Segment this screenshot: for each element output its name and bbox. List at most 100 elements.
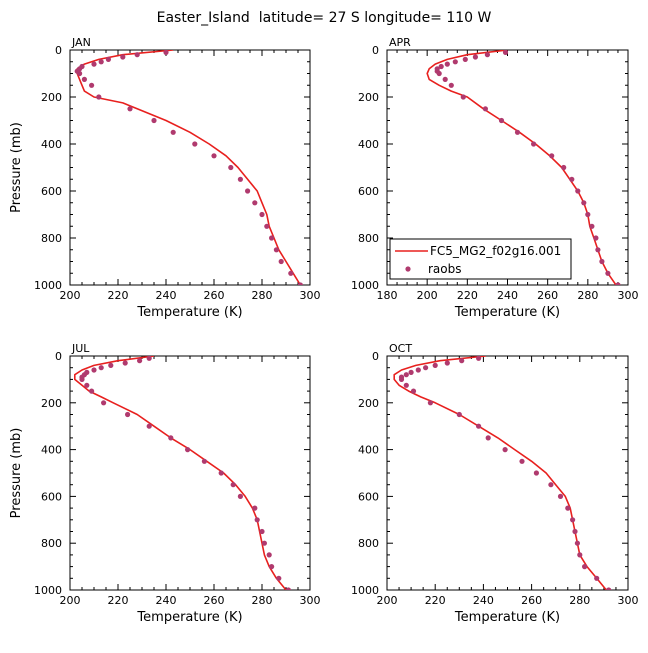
x-tick-label: 300 [618,289,639,302]
raobs-point [146,423,152,429]
raobs-point [79,376,85,382]
raobs-point [269,564,275,570]
y-tick-label: 0 [372,44,379,57]
y-tick-label: 1000 [351,584,379,597]
panel-oct: 200 220 240 260 280 300 0 200 400 600 800 1000 OCT Te… [351,342,639,625]
panel-label: JAN [71,36,91,49]
raobs-point [151,117,157,124]
raobs-point [134,52,140,58]
x-axis-label: Temperature (K) [454,610,560,625]
y-axis-label: Pressure (mb) [9,428,24,519]
panel-label: JUL [71,342,90,355]
raobs-point [448,82,454,88]
raobs-point [531,141,537,147]
raobs-point [444,61,450,67]
y-tick-label: 0 [55,44,62,57]
raobs-point [502,50,509,55]
y-tick-label: 400 [41,444,62,457]
raobs-point [436,70,442,77]
raobs-point [606,587,612,590]
x-axis-label: Temperature (K) [136,305,242,320]
raobs-point [403,372,409,378]
raobs-point [459,358,465,364]
raobs-point [476,356,482,361]
raobs-point [410,388,417,394]
raobs-point [278,258,284,265]
raobs-point [574,540,581,546]
raobs-point [89,82,95,88]
raobs-point [585,211,591,218]
raobs-point [485,435,491,441]
raobs-point [452,59,458,65]
raobs-point [423,365,429,371]
x-tick-label: 260 [204,594,225,607]
raobs-point [228,164,234,171]
raobs-point [192,141,198,147]
raobs-point [398,376,405,382]
raobs-point [460,94,466,100]
panel-label: OCT [389,342,412,355]
model-profile-line [74,356,287,590]
raobs-point [127,106,133,112]
raobs-point [237,176,243,182]
raobs-point [484,52,490,58]
legend-box [389,238,572,280]
raobs-point [577,552,583,558]
raobs-point [273,247,279,253]
panel-jan: 200 220 240 260 280 300 0 200 400 600 800 1000 JAN Te… [9,36,321,320]
raobs-point [570,517,576,523]
y-tick-label: 600 [358,185,379,198]
y-axis-label: Pressure (mb) [9,122,24,213]
raobs-point [472,54,478,60]
raobs-point [482,106,488,112]
x-tick-label: 260 [537,289,558,302]
raobs-point [595,247,601,253]
raobs-point [81,76,87,82]
raobs-point [163,50,169,55]
raobs-point [589,223,595,229]
x-tick-label: 260 [521,594,542,607]
raobs-point [432,362,438,368]
y-tick-label: 0 [372,350,379,363]
y-tick-label: 800 [358,232,379,245]
raobs-point [137,358,143,364]
raobs-point [519,458,525,464]
raobs-point [276,575,282,581]
figure-title: Easter_Island latitude= 27 S longitude= … [157,10,492,26]
raobs-point [245,188,251,194]
legend-model-label: FC5_MG2_f02g16.001 [430,244,561,258]
raobs-point [498,117,505,124]
raobs-point [572,528,578,535]
y-tick-label: 400 [41,138,62,151]
raobs-point [101,400,107,406]
raobs-point [442,76,448,82]
x-tick-label: 220 [425,594,446,607]
raobs-point [125,411,131,418]
model-profile-line [76,50,302,285]
raobs-point [288,270,294,276]
y-tick-label: 400 [358,138,379,151]
raobs-point [77,70,83,77]
y-tick-label: 600 [358,490,379,503]
x-tick-label: 200 [377,594,398,607]
raobs-point [261,540,267,546]
raobs-point [120,54,126,60]
y-tick-label: 1000 [34,584,62,597]
raobs-point [415,367,421,373]
raobs-point [259,211,265,218]
raobs-point [581,200,587,206]
raobs-point [605,270,611,276]
legend-dot-swatch [405,266,411,272]
raobs-point [237,493,243,499]
x-tick-label: 280 [577,289,598,302]
raobs-point [456,411,462,418]
raobs-point [98,365,104,371]
raobs-point [108,362,114,368]
raobs-point [403,382,409,388]
x-tick-label: 240 [156,594,177,607]
raobs-point [565,505,571,511]
raobs-point [146,356,152,361]
x-tick-label: 200 [60,289,81,302]
raobs-point [269,235,275,241]
raobs-point [211,153,217,159]
